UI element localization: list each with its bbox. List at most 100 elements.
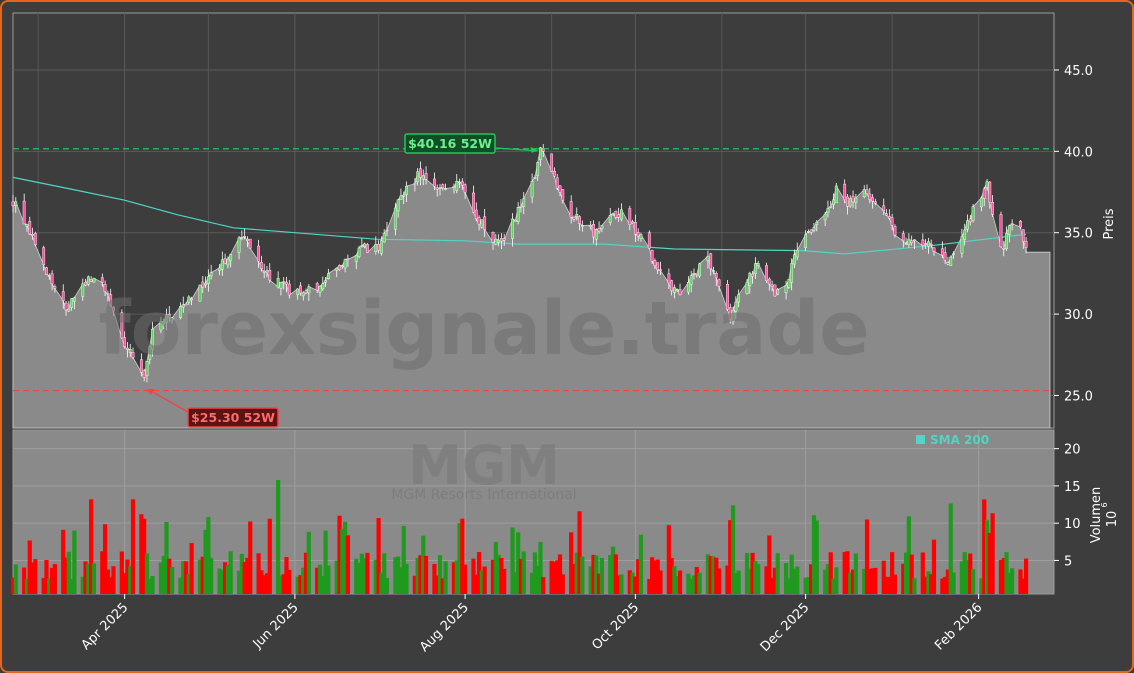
volume-bar: [862, 568, 867, 594]
volume-bar: [747, 568, 752, 594]
candle-body: [647, 232, 651, 249]
candle-body: [988, 181, 992, 203]
volume-bar: [482, 566, 487, 594]
candle-body: [67, 308, 71, 312]
candle-body: [667, 273, 671, 284]
volume-bar: [139, 514, 144, 594]
legend-sma-swatch: [916, 435, 925, 444]
volume-bar: [183, 561, 189, 594]
volume-bar: [398, 567, 404, 594]
candle-body: [809, 229, 813, 233]
candle-body: [109, 294, 113, 306]
candle-body: [460, 181, 464, 186]
volume-bar: [580, 556, 585, 594]
volume-bar: [672, 566, 677, 594]
volume-bar: [384, 577, 390, 594]
volume-bar: [772, 567, 778, 594]
volume-bar: [376, 518, 381, 594]
volume-bar: [753, 560, 758, 594]
volume-bar: [479, 570, 484, 594]
volume-bar: [926, 571, 931, 594]
volume-bar: [373, 559, 378, 594]
candle-body: [940, 248, 944, 256]
high-52w-arrow: [494, 147, 537, 152]
candle-body: [86, 276, 90, 285]
volume-bar: [633, 576, 638, 594]
candle-body: [81, 283, 85, 297]
candle-body: [472, 192, 475, 213]
volume-bar: [786, 578, 791, 594]
volume-bar: [365, 552, 370, 594]
volume-bar: [200, 556, 205, 594]
candle-body: [441, 184, 445, 189]
volume-bar: [516, 532, 521, 594]
volume-bar: [716, 568, 722, 594]
price-tick-label: 45.0: [1064, 64, 1093, 79]
volume-bar: [513, 572, 518, 594]
candle-body: [357, 247, 361, 257]
candle-body: [689, 275, 693, 285]
candle-body: [1019, 220, 1022, 228]
volume-bar: [239, 553, 244, 594]
volume-bar: [63, 557, 69, 594]
candle-body: [611, 213, 615, 215]
volume-tick-label: 5: [1064, 554, 1072, 569]
candle-body: [522, 198, 526, 207]
candle-body: [126, 347, 129, 350]
candle-body: [633, 222, 637, 235]
volume-bar: [66, 551, 71, 594]
volume-bar: [650, 557, 655, 594]
candle-body: [555, 177, 559, 189]
volume-unit-exponent: 6: [1100, 502, 1109, 507]
candle-body: [787, 279, 791, 288]
volume-bar: [186, 573, 191, 594]
candle-body: [360, 245, 364, 247]
volume-bar: [161, 555, 166, 594]
candle-body: [533, 177, 537, 179]
volume-bar: [435, 575, 440, 594]
volume-bar: [518, 558, 524, 594]
volume-bar: [792, 568, 797, 594]
candle-body: [650, 250, 654, 262]
volume-bar: [789, 554, 794, 594]
volume-bar: [437, 555, 443, 594]
volume-bar: [267, 518, 272, 594]
volume-bar: [125, 559, 130, 594]
candle-body: [165, 314, 168, 323]
candle-body: [698, 263, 701, 277]
volume-bar: [725, 565, 730, 594]
candle-body: [363, 243, 367, 248]
volume-bar: [144, 553, 150, 594]
candle-body: [477, 217, 481, 225]
candle-body: [159, 321, 163, 331]
candle-body: [50, 273, 54, 285]
candle-body: [882, 205, 886, 211]
candle-body: [61, 291, 65, 301]
volume-bar: [619, 574, 624, 594]
candle-body: [745, 282, 749, 294]
price-tick-label: 40.0: [1064, 145, 1093, 160]
candle-body: [139, 359, 143, 373]
candle-body: [22, 200, 26, 225]
volume-bar: [920, 552, 925, 594]
candle-body: [243, 236, 247, 238]
candle-body: [862, 189, 866, 198]
candle-body: [145, 360, 149, 376]
candle-body: [11, 201, 15, 207]
volume-bar: [549, 560, 554, 594]
volume-bar: [496, 554, 501, 594]
candle-body: [259, 261, 263, 270]
candle-body: [1007, 225, 1011, 235]
candle-body: [921, 239, 925, 246]
volume-bar: [845, 551, 850, 594]
candle-body: [815, 222, 819, 225]
volume-bar: [711, 556, 716, 594]
candle-body: [120, 312, 124, 339]
candle-body: [686, 282, 690, 293]
candle-body: [276, 278, 280, 288]
volume-bar: [499, 558, 504, 594]
volume-bar: [421, 535, 426, 594]
candle-body: [659, 269, 662, 271]
volume-bar: [599, 557, 604, 594]
candle-body: [474, 209, 478, 220]
